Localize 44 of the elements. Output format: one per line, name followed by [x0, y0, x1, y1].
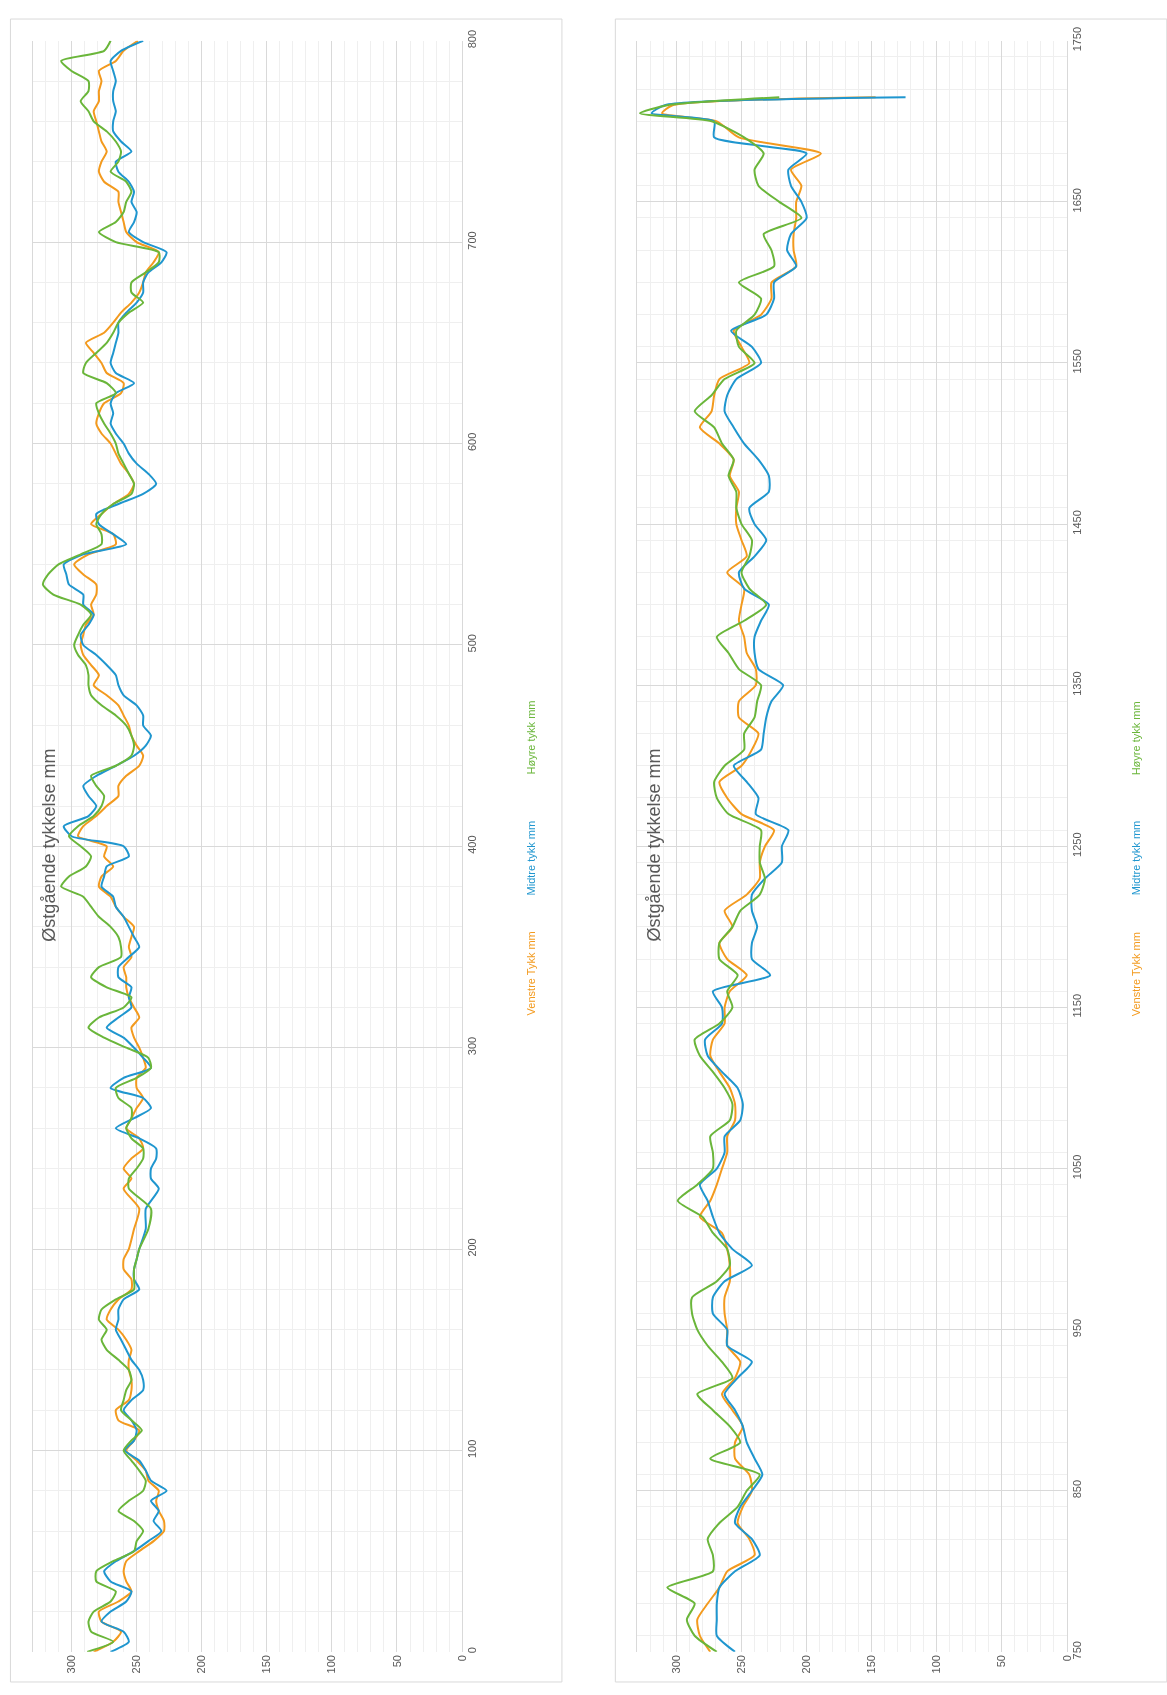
y-tick-label: 700: [466, 231, 479, 250]
x-tick-label: 100: [325, 1655, 338, 1674]
text: Høyre tykk mm: [524, 700, 537, 775]
y-tick-label: 0: [466, 1647, 479, 1654]
y-tick-label: 300: [466, 1036, 479, 1056]
x-tick-label: 200: [195, 1655, 208, 1674]
text: Midtre tykk mm: [524, 820, 537, 896]
x-tick-label: 150: [260, 1655, 273, 1674]
line-series: [638, 96, 803, 1652]
text: Venstre Tykk mm: [1129, 932, 1142, 1017]
y-tick-label: 1550: [1071, 349, 1084, 374]
y-tick-label: 500: [466, 634, 479, 653]
x-tick-label: 0: [1060, 1655, 1073, 1662]
x-tick-label: 50: [390, 1655, 403, 1668]
x-tick-label: 250: [735, 1655, 748, 1674]
text: Østgående tykkelse mm: [643, 748, 664, 942]
y-tick-label: 200: [466, 1238, 479, 1257]
text: Østgående tykkelse mm: [38, 748, 59, 942]
y-tick-label: 1750: [1071, 26, 1084, 52]
y-tick-label: 950: [1071, 1318, 1084, 1338]
text: Midtre tykk mm: [1129, 820, 1142, 896]
x-tick-label: 150: [865, 1655, 878, 1674]
y-tick-label: 1350: [1071, 671, 1084, 696]
x-tick-label: 200: [800, 1655, 813, 1674]
y-tick-label: 100: [466, 1439, 479, 1459]
text: Venstre Tykk mm: [524, 931, 537, 1016]
x-tick-label: 100: [930, 1655, 943, 1674]
x-tick-label: 300: [670, 1655, 683, 1674]
y-tick-label: 850: [1071, 1479, 1084, 1499]
x-tick-label: 0: [455, 1655, 468, 1662]
x-tick-label: 50: [995, 1655, 1008, 1668]
line-series: [41, 40, 160, 1652]
y-tick-label: 1450: [1071, 510, 1084, 535]
y-tick-label: 1050: [1071, 1154, 1084, 1180]
y-tick-label: 1650: [1071, 187, 1084, 213]
y-tick-label: 600: [466, 432, 479, 452]
y-tick-label: 400: [466, 835, 479, 854]
y-tick-label: 1250: [1071, 832, 1084, 857]
y-tick-label: 750: [1071, 1641, 1084, 1660]
y-tick-label: 800: [466, 29, 479, 49]
y-tick-label: 1150: [1071, 993, 1084, 1018]
text: Høyre tykk mm: [1129, 701, 1142, 776]
x-tick-label: 300: [65, 1655, 78, 1674]
x-tick-label: 250: [130, 1655, 143, 1674]
